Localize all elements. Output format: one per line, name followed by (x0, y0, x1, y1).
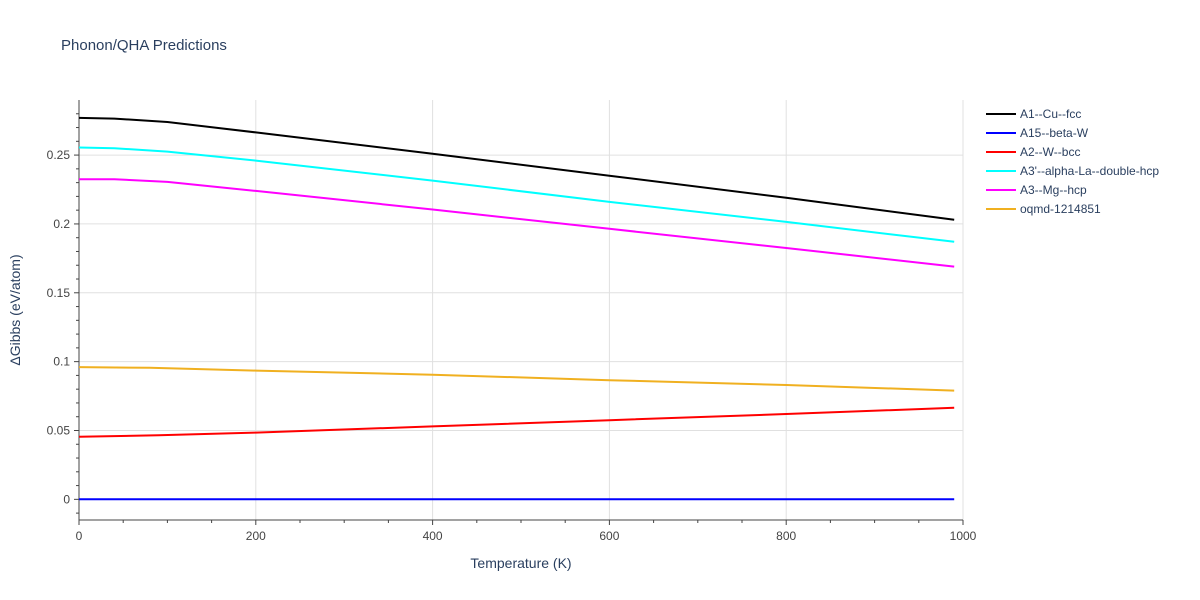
x-tick-label: 200 (246, 529, 266, 543)
legend-item[interactable]: A1--Cu--fcc (986, 107, 1081, 121)
legend-label: A3--Mg--hcp (1020, 183, 1087, 197)
legend-label: A15--beta-W (1020, 126, 1089, 140)
series-line-A2--W--bcc (78, 406, 955, 438)
y-tick-label: 0.15 (47, 286, 71, 300)
x-tick-label: 400 (423, 529, 443, 543)
legend-item[interactable]: oqmd-1214851 (986, 202, 1101, 216)
x-tick-label: 600 (599, 529, 619, 543)
legend-item[interactable]: A15--beta-W (986, 126, 1089, 140)
legend-label: oqmd-1214851 (1020, 202, 1101, 216)
tick-labels: 0 200 400 600 800 1000 0 0.05 0.1 0.15 0.2 0.25 (47, 148, 977, 543)
series-line-A3'--alpha-La--double-hcp (78, 146, 955, 243)
x-tick-label: 1000 (950, 529, 977, 543)
x-axis-title: Temperature (K) (470, 555, 571, 571)
series-layer (78, 116, 955, 501)
legend-item[interactable]: A3'--alpha-La--double-hcp (986, 164, 1159, 178)
y-axis-title: ΔGibbs (eV/atom) (7, 254, 23, 365)
y-tick-label: 0.05 (47, 423, 71, 437)
y-tick-label: 0.2 (53, 217, 70, 231)
legend-item[interactable]: A2--W--bcc (986, 145, 1080, 159)
x-tick-label: 800 (776, 529, 796, 543)
series-line-oqmd-1214851 (78, 366, 955, 392)
legend-label: A2--W--bcc (1020, 145, 1080, 159)
grid (79, 100, 964, 520)
x-tick-label: 0 (76, 529, 83, 543)
series-line-A3--Mg--hcp (79, 178, 955, 268)
y-tick-label: 0.25 (47, 148, 71, 162)
axes (74, 100, 964, 525)
legend-label: A3'--alpha-La--double-hcp (1020, 164, 1159, 178)
legend-item[interactable]: A3--Mg--hcp (986, 183, 1087, 197)
chart-title: Phonon/QHA Predictions (61, 37, 227, 54)
series-line-A1--Cu--fcc (78, 116, 955, 221)
legend[interactable]: A1--Cu--fcc A15--beta-W A2--W--bcc A3'--alp… (986, 107, 1159, 216)
legend-label: A1--Cu--fcc (1020, 107, 1081, 121)
y-tick-label: 0 (63, 492, 70, 506)
y-tick-label: 0.1 (53, 355, 70, 369)
